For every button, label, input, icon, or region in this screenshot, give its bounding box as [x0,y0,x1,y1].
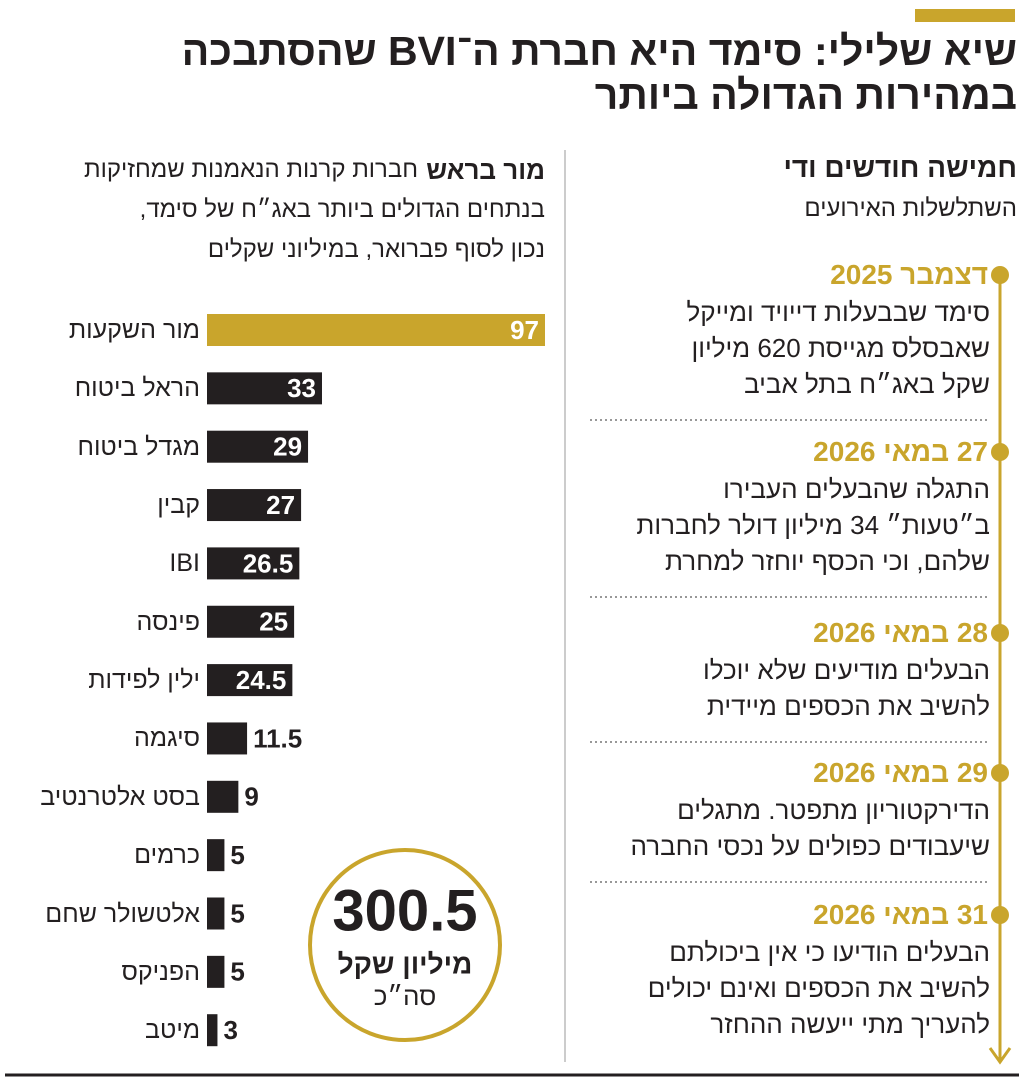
event-text: סימד שבבעלות דייויד ומייקל [686,297,990,327]
event-text: להשיב את הכספים ואינם יכולים [647,973,990,1003]
bar [207,430,309,463]
value-label: 26.5 [243,548,294,578]
event-text: ב״טעות״ 34 מיליון דולר לחברות [636,510,990,540]
bar [207,605,295,638]
value-label: 11.5 [253,723,302,753]
bar [207,547,300,580]
event-date: 27 במאי 2026 [813,436,988,467]
category-label: כרמים [134,841,200,870]
category-label: מיטב [145,1016,200,1045]
category-label: IBI [169,549,200,578]
event-text: שלהם, וכי הכסף יוחזר למחרת [665,546,990,576]
event-date: 29 במאי 2026 [813,757,988,788]
subtitle-line: בנתחים הגדולים ביותר באג״ח של סימד, [139,196,545,223]
subtitle-line: נכון לסוף פברואר, במיליוני שקלים [207,236,545,263]
event-date: 31 במאי 2026 [813,899,988,930]
category-label: פינסה [136,607,200,636]
event-text: התגלה שהבעלים העבירו [723,474,990,504]
bar [207,372,322,405]
title-line: במהירות הגדולה ביותר [594,72,1017,118]
event-text: שקל באג״ח בתל אביב [744,369,990,399]
category-label: מגדל ביטוח [77,432,200,461]
total-circle [308,848,502,1042]
title-line: שיא שלילי: סימד היא חברת ה־BVI שהסתבכה [181,28,1017,74]
event-text: הדירקטוריון מתפטר. מתגלים [677,795,990,825]
timeline-dot [991,266,1009,284]
event-text: להשיב את הכספים מיידית [706,691,990,721]
accent-bar [915,9,1015,22]
bar [207,489,302,522]
timeline-dot [991,906,1009,924]
timeline-dot [991,624,1009,642]
event-date: דצמבר 2025 [830,259,988,290]
bar [207,1014,218,1047]
total-label: סה״כ [374,981,437,1011]
bar [207,955,225,988]
category-label: בסט אלטרנטיב [40,782,200,811]
bar [207,780,239,813]
event-text: שאבסלס מגייסת 620 מיליון [691,333,990,363]
event-date: 28 במאי 2026 [813,617,988,648]
category-label: ילין לפידות [88,666,200,695]
value-label: 29 [273,432,302,462]
total-unit: מיליון שקל [338,948,473,979]
subtitle-line: חברות קרנות הנאמנות שמחזיקות [84,156,418,183]
event-text: הבעלים הודיעו כי אין ביכולתם [669,937,990,967]
bar [207,839,225,872]
event-text: להעריך מתי ייעשה ההחזר [710,1009,990,1039]
value-label: 33 [287,373,316,403]
category-label: הראל ביטוח [74,374,200,403]
total-value: 300.5 [332,878,477,943]
category-label: מור השקעות [68,316,200,344]
bar [207,722,248,755]
bar [207,314,545,346]
category-label: אלטשולר שחם [45,899,200,928]
value-label: 5 [230,840,244,870]
event-text: הבעלים מודיעים שלא יוכלו [703,655,990,685]
timeline-arrow [988,1047,1012,1065]
bar [207,897,225,930]
category-label: הפניקס [121,957,200,986]
value-label: 27 [266,490,295,520]
timeline-subheading: השתלשלות האירועים [804,195,1017,222]
value-label: 24.5 [236,665,287,695]
timeline-heading: חמישה חודשים ודי [783,152,1017,183]
event-text: שיעבודים כפולים על נכסי החברה [630,831,990,861]
timeline-dot [991,764,1009,782]
value-label: 5 [230,898,244,928]
value-label: 3 [223,1015,237,1045]
timeline-dot [991,443,1009,461]
value-label: 25 [259,607,288,637]
value-label: 9 [244,782,258,812]
category-label: סיגמה [134,724,200,753]
subtitle-lead: מור בראש [426,155,545,185]
category-label: קבין [157,491,200,520]
bar [207,664,293,697]
value-label: 5 [230,957,244,987]
value-label: 97 [510,315,539,345]
